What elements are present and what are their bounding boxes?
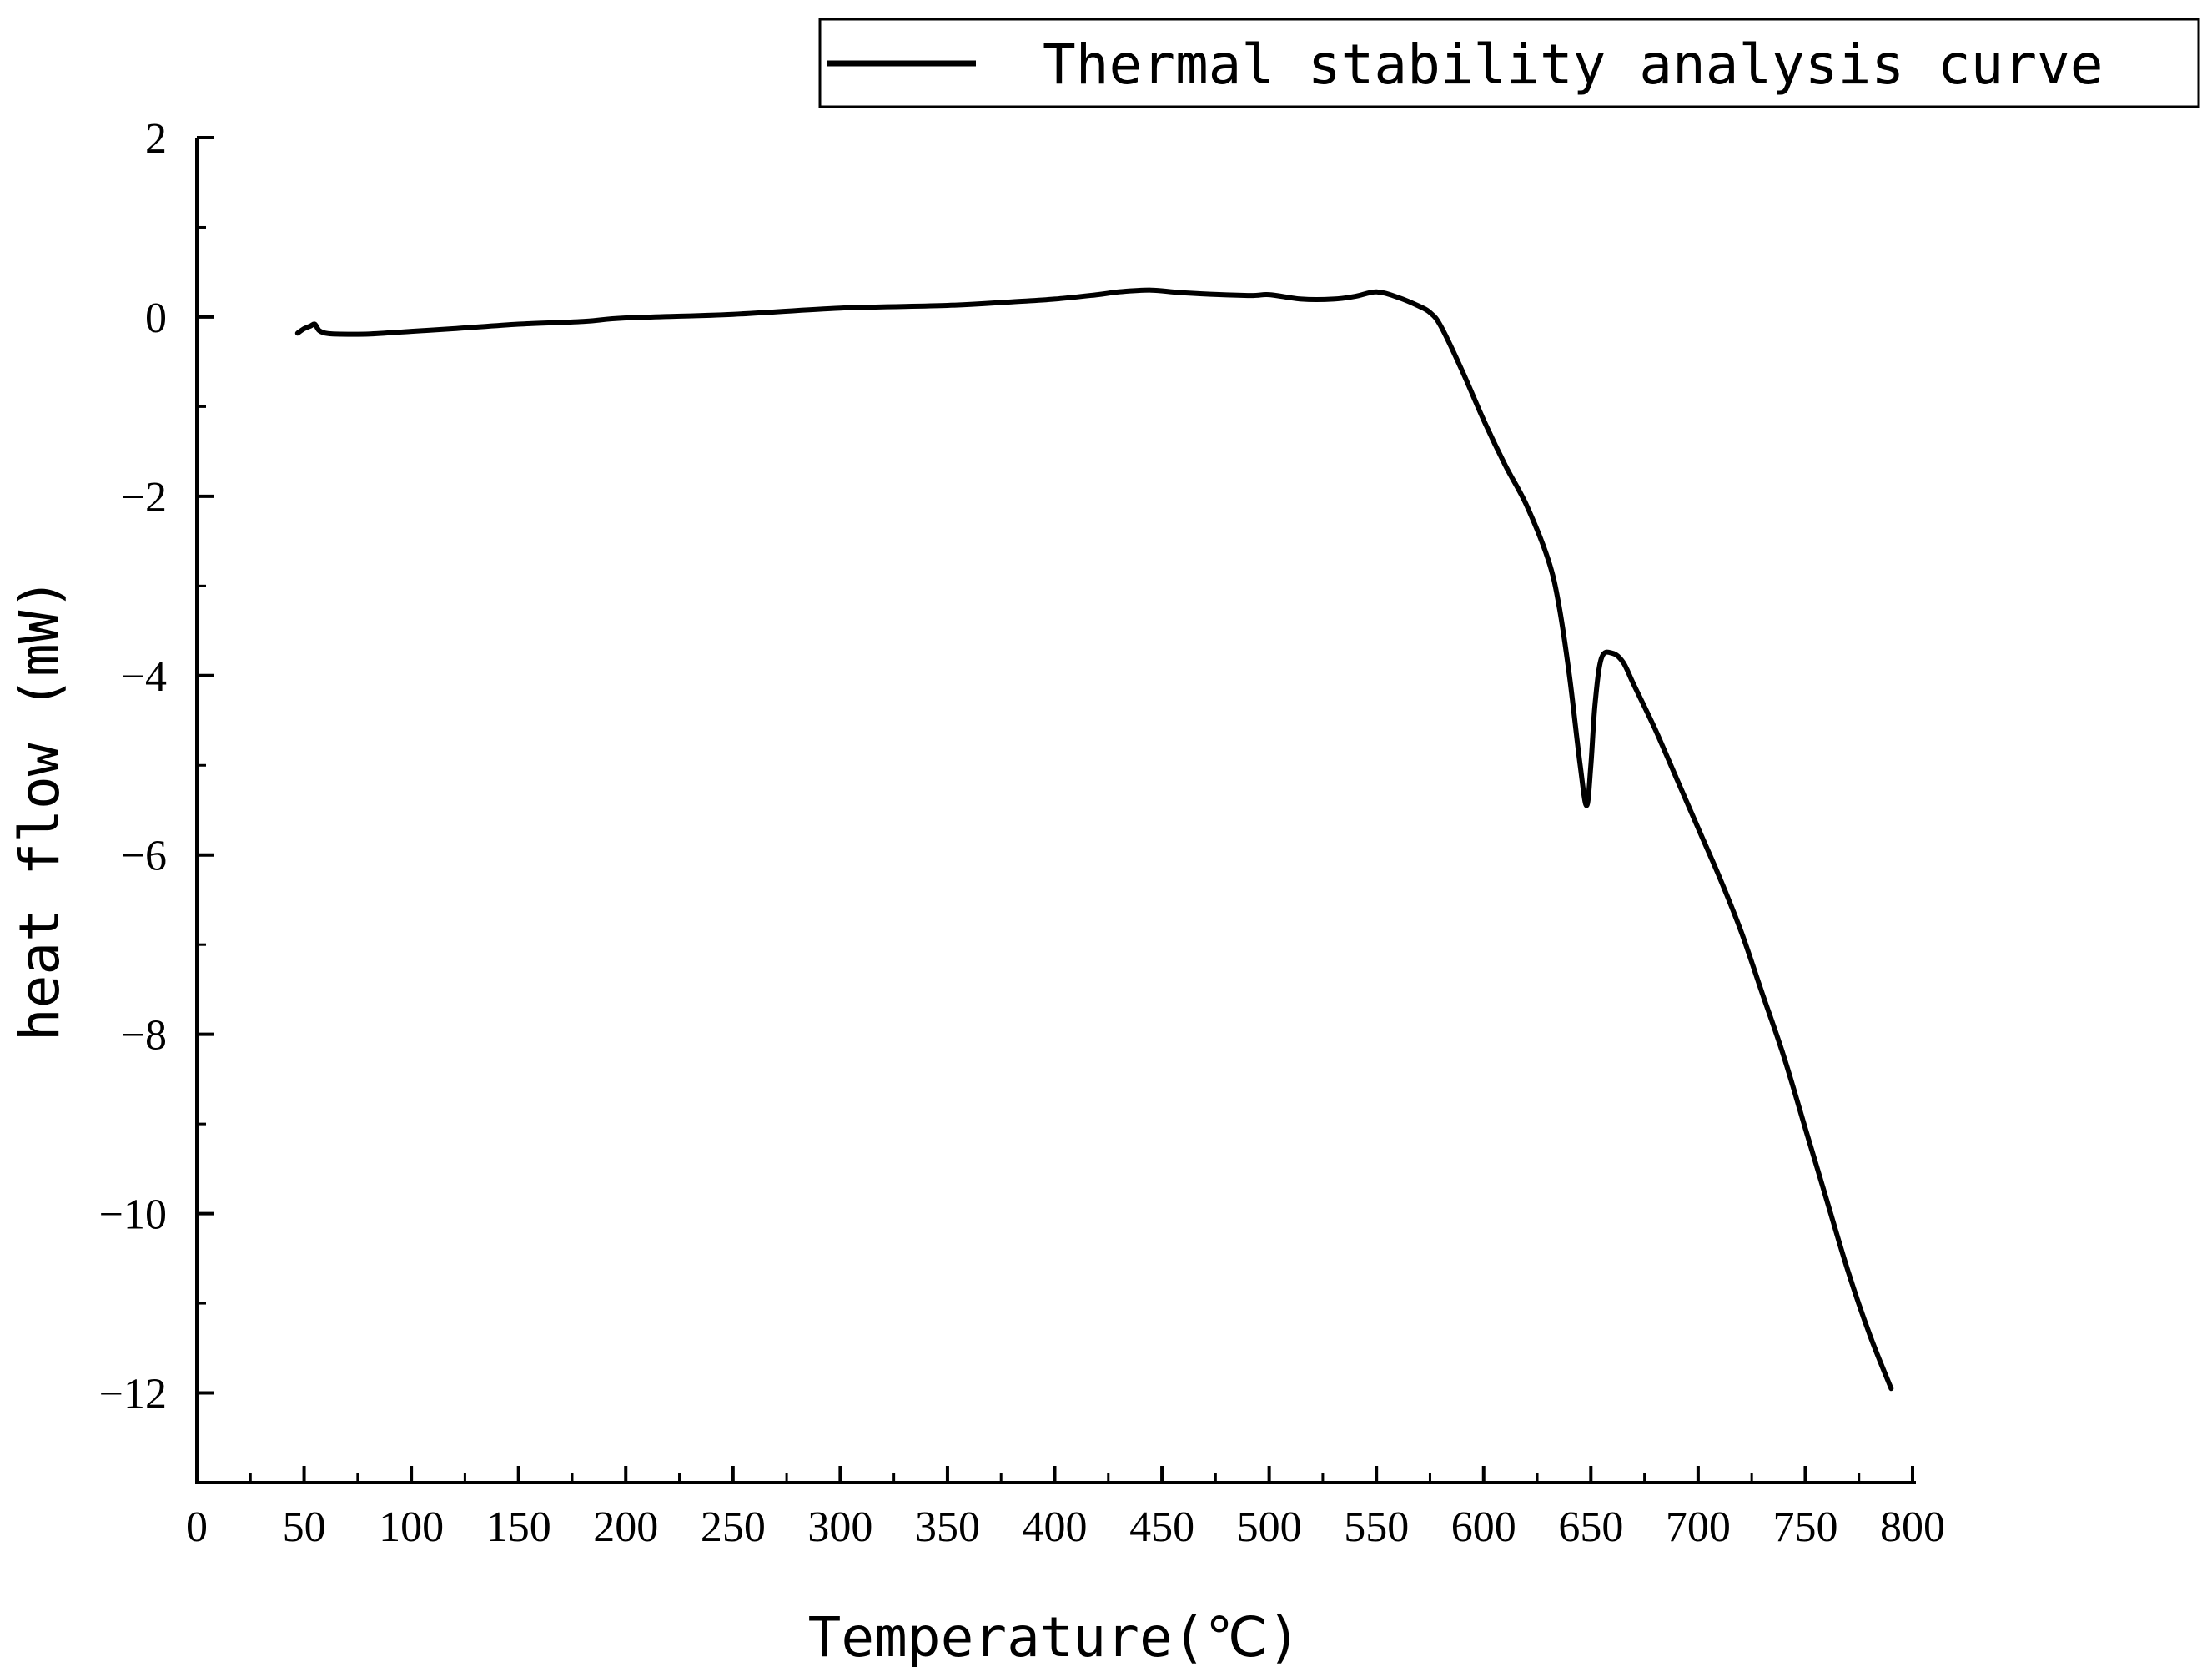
x-tick-label: 450 [1129,1503,1194,1551]
x-tick-label: 600 [1451,1503,1516,1551]
y-tick-label: −2 [121,474,167,521]
x-axis-title: Temperature(℃) [808,1605,1301,1667]
x-ticks [195,1466,1914,1483]
y-axis-title: heat flow (mW) [8,577,72,1041]
plot-area [294,287,1894,1392]
x-tick-label: 700 [1666,1503,1731,1551]
y-tick-label: 2 [145,115,167,163]
x-tick-label: 0 [186,1503,208,1551]
x-tick-label: 50 [283,1503,326,1551]
y-tick-label: −12 [99,1371,167,1418]
x-tick-label: 550 [1344,1503,1409,1551]
x-tick-label: 400 [1023,1503,1088,1551]
legend-label: Thermal stability analysis curve [1043,33,2104,97]
x-tick-label: 350 [915,1503,980,1551]
x-tick-label: 150 [486,1503,551,1551]
y-tick-label: −4 [121,653,167,701]
y-tick-labels: 2 0 −2 −4 −6 −8 −10 −12 [99,115,167,1418]
axes: 2 0 −2 −4 −6 −8 −10 −12 0 50 100 150 200 250 300 350 40… [99,115,1945,1551]
x-tick-label: 500 [1237,1503,1302,1551]
x-tick-labels: 0 50 100 150 200 250 300 350 400 450 500 550 600 650 7… [186,1503,1945,1551]
x-tick-label: 250 [701,1503,766,1551]
x-tick-label: 100 [379,1503,444,1551]
y-tick-label: −8 [121,1012,167,1060]
x-tick-label: 800 [1880,1503,1945,1551]
x-tick-label: 650 [1558,1503,1623,1551]
x-tick-label: 300 [807,1503,872,1551]
y-tick-label: 0 [145,295,167,342]
y-tick-label: −10 [99,1191,167,1239]
y-ticks [197,136,214,1484]
y-tick-label: −6 [121,833,167,880]
x-tick-label: 750 [1772,1503,1837,1551]
legend: Thermal stability analysis curve [818,18,2200,108]
x-tick-label: 200 [593,1503,658,1551]
legend-box [818,18,2200,108]
series-line [294,287,1894,1392]
